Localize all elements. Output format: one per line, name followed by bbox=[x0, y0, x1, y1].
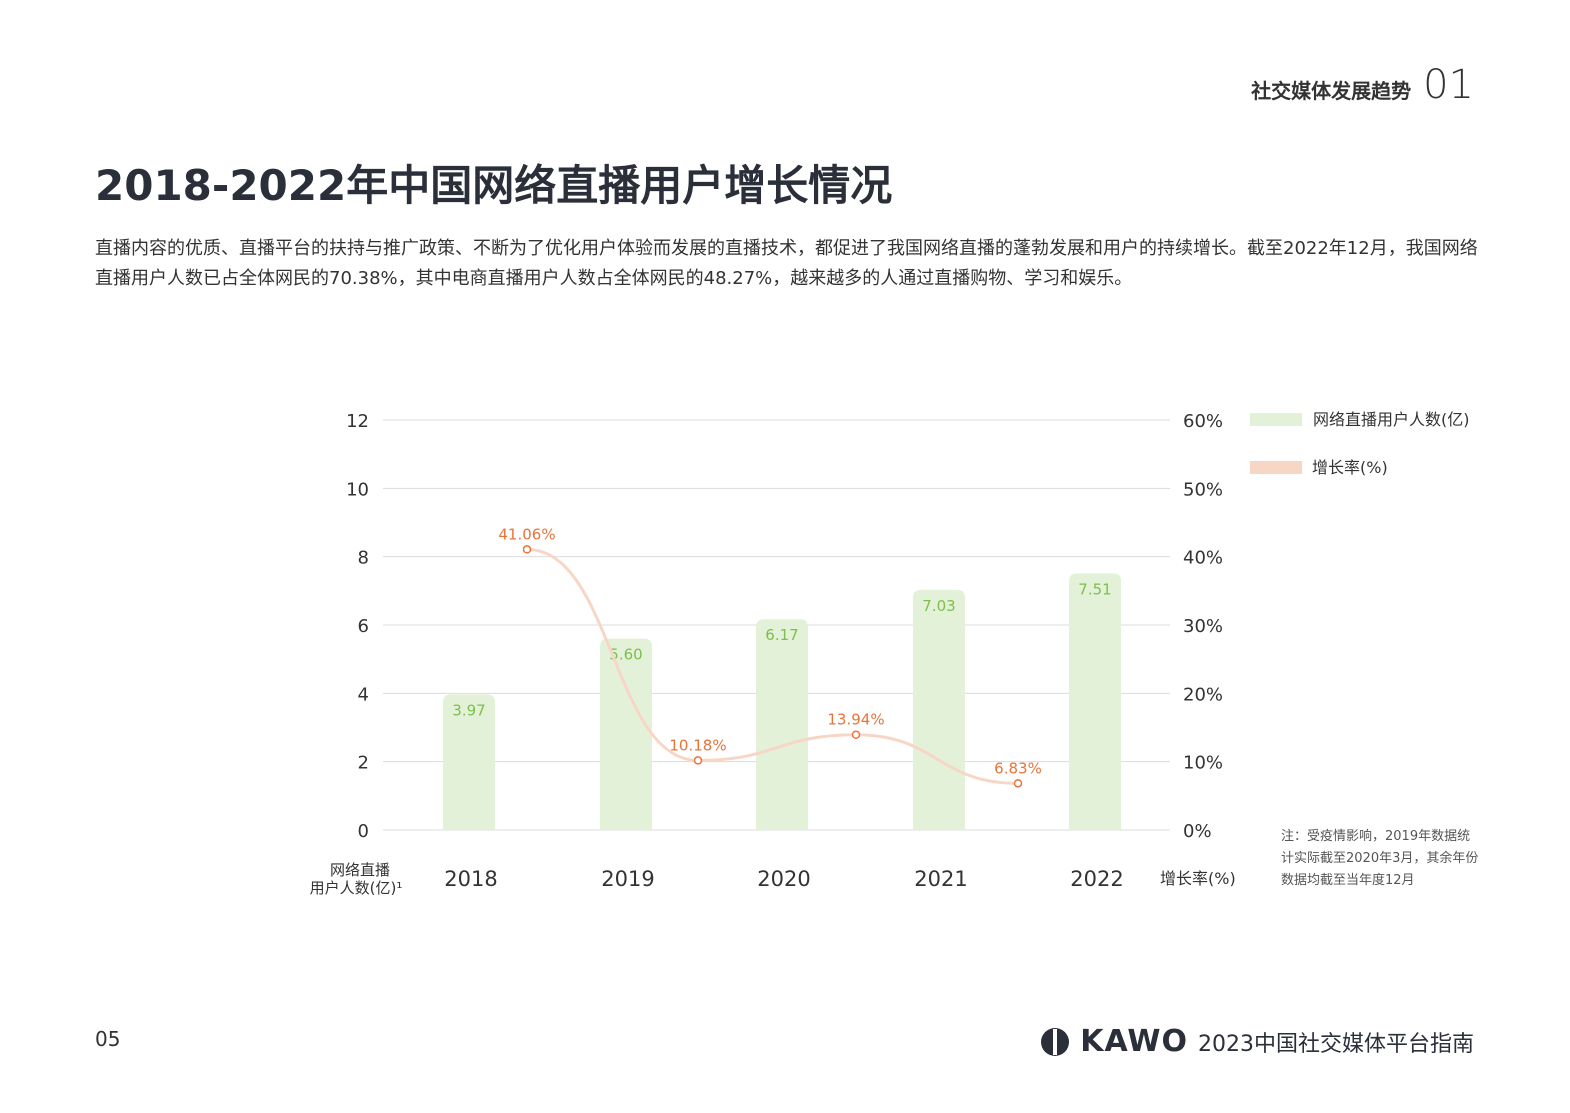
x-tick-label: 2020 bbox=[757, 867, 810, 891]
x-tick-label: 2019 bbox=[601, 867, 654, 891]
page-number: 05 bbox=[95, 1027, 121, 1051]
growth-rate-label: 10.18% bbox=[669, 736, 726, 754]
bar-2019 bbox=[600, 638, 652, 830]
left-tick-label: 0 bbox=[358, 821, 369, 842]
right-tick-label: 10% bbox=[1183, 753, 1223, 774]
x-tick-label: 2018 bbox=[444, 867, 497, 891]
growth-rate-line bbox=[526, 547, 1019, 785]
bar-2022 bbox=[1069, 573, 1121, 830]
left-tick-label: 10 bbox=[346, 479, 369, 500]
section-title: 社交媒体发展趋势 bbox=[1251, 79, 1412, 103]
right-tick-label: 60% bbox=[1183, 411, 1223, 432]
left-axis-title-line1: 网络直播 bbox=[330, 861, 390, 879]
right-axis-title: 增长率(%) bbox=[1160, 869, 1236, 888]
bar-2021 bbox=[913, 589, 965, 830]
description: 直播内容的优质、直播平台的扶持与推广政策、不断为了优化用户体验而发展的直播技术，… bbox=[95, 238, 1478, 289]
bar-value-label: 3.97 bbox=[452, 701, 485, 719]
legend-label-users: 网络直播用户人数(亿) bbox=[1313, 410, 1470, 429]
growth-rate-point bbox=[693, 756, 703, 765]
left-tick-label: 6 bbox=[358, 616, 369, 637]
left-tick-label: 8 bbox=[358, 548, 369, 569]
legend-swatch-growth bbox=[1250, 461, 1302, 474]
growth-rate-label: 6.83% bbox=[994, 759, 1042, 777]
footer-brand: KAWO 2023中国社交媒体平台指南 bbox=[1040, 1024, 1474, 1059]
right-tick-label: 50% bbox=[1183, 479, 1223, 500]
page-title: 2018-2022年中国网络直播用户增长情况 bbox=[95, 161, 893, 210]
right-tick-label: 30% bbox=[1183, 616, 1223, 637]
x-tick-label: 2021 bbox=[914, 867, 967, 891]
section-number: 01 bbox=[1423, 62, 1474, 108]
right-tick-label: 0% bbox=[1183, 821, 1212, 842]
legend-label-growth: 增长率(%) bbox=[1312, 458, 1388, 477]
kawo-logo: KAWO bbox=[1080, 1024, 1188, 1059]
growth-rate-label: 41.06% bbox=[498, 525, 555, 543]
growth-rate-point bbox=[522, 545, 532, 554]
left-tick-label: 2 bbox=[358, 753, 369, 774]
growth-rate-label: 13.94% bbox=[827, 711, 884, 729]
footnote: 注：受疫情影响，2019年数据统计实际截至2020年3月，其余年份数据均截至当年… bbox=[1281, 829, 1479, 888]
report-title: 2023中国社交媒体平台指南 bbox=[1198, 1031, 1474, 1057]
growth-rate-point bbox=[1013, 779, 1023, 788]
legend-swatch-users bbox=[1250, 413, 1302, 426]
left-axis-title-line2: 用户人数(亿)¹ bbox=[310, 879, 403, 897]
bar-value-label: 6.17 bbox=[765, 626, 798, 644]
bar-value-label: 7.51 bbox=[1078, 580, 1111, 598]
section-header: 社交媒体发展趋势 01 bbox=[1251, 62, 1474, 108]
right-tick-label: 20% bbox=[1183, 684, 1223, 705]
bar-2018 bbox=[443, 694, 495, 830]
x-tick-label: 2022 bbox=[1070, 867, 1123, 891]
right-tick-label: 40% bbox=[1183, 548, 1223, 569]
bar-2020 bbox=[756, 619, 808, 830]
bar-value-label: 7.03 bbox=[922, 597, 955, 615]
kawo-logo-icon bbox=[1041, 1027, 1070, 1056]
bar-value-label: 5.60 bbox=[609, 646, 642, 664]
left-tick-label: 4 bbox=[358, 684, 369, 705]
left-tick-label: 12 bbox=[346, 411, 369, 432]
growth-rate-point bbox=[851, 730, 861, 739]
